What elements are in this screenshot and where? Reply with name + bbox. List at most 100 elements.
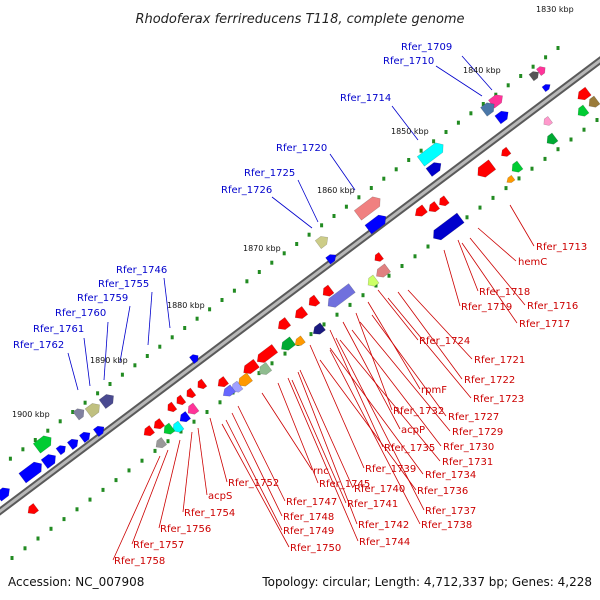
gene-label[interactable]: rnc (313, 466, 329, 477)
gene-label[interactable]: rpmF (421, 385, 447, 396)
gene-label[interactable]: Rfer_1758 (114, 556, 165, 567)
leader-line (377, 289, 419, 341)
gene-label[interactable]: Rfer_1741 (347, 499, 398, 510)
scale-tick (531, 64, 535, 69)
gene-label[interactable]: Rfer_1734 (425, 470, 476, 481)
gene-label[interactable]: acpS (208, 491, 232, 502)
leader-line (461, 242, 518, 324)
gene-label[interactable]: Rfer_1737 (425, 506, 476, 517)
gene-label[interactable]: Rfer_1723 (473, 394, 524, 405)
scale-tick (192, 419, 196, 424)
gene-label[interactable]: Rfer_1716 (527, 301, 578, 312)
gene-arrow (18, 461, 42, 484)
leader-line (329, 347, 424, 475)
gene-label[interactable]: Rfer_1749 (283, 526, 334, 537)
gene-label[interactable]: Rfer_1719 (461, 302, 512, 313)
scale-tick (469, 111, 473, 116)
gene-label[interactable]: Rfer_1739 (365, 464, 416, 475)
leader-line (329, 329, 384, 448)
genome-backbone (0, 56, 600, 516)
gene-label[interactable]: Rfer_1736 (417, 486, 468, 497)
gene-label[interactable]: Rfer_1732 (393, 406, 444, 417)
leader-line (103, 321, 109, 381)
scale-tick (283, 351, 287, 356)
gene-arrow (325, 254, 337, 265)
gene-label[interactable]: Rfer_1738 (421, 520, 472, 531)
scale-tick (407, 158, 411, 162)
gene-label[interactable]: Rfer_1727 (448, 412, 499, 423)
kbp-1860: 1860 kbp (317, 186, 355, 195)
gene-arrow (155, 437, 168, 449)
scale-tick (282, 251, 286, 256)
gene-arrow (480, 102, 495, 117)
gene-label[interactable]: Rfer_1725 (244, 168, 295, 179)
gene-label[interactable]: Rfer_1747 (286, 497, 337, 508)
gene-label[interactable]: Rfer_1754 (184, 508, 235, 519)
gene-arrow (376, 263, 391, 278)
leader-line (225, 419, 283, 531)
gene-arrow (364, 214, 387, 235)
gene-label[interactable]: Rfer_1744 (359, 537, 410, 548)
gene-label[interactable]: Rfer_1745 (319, 479, 370, 490)
gene-arrow (312, 322, 326, 335)
gene-label[interactable]: Rfer_1735 (384, 443, 435, 454)
scale-tick (387, 273, 391, 278)
gene-label[interactable]: Rfer_1717 (519, 319, 570, 330)
leader-line (271, 196, 313, 229)
gene-label[interactable]: Rfer_1722 (464, 375, 515, 386)
scale-tick (218, 400, 222, 405)
gene-label[interactable]: Rfer_1713 (536, 242, 587, 253)
leader-line (443, 249, 461, 307)
gene-label[interactable]: Rfer_1761 (33, 324, 84, 335)
gene-label[interactable]: Rfer_1740 (354, 484, 405, 495)
gene-label[interactable]: Rfer_1757 (133, 540, 184, 551)
gene-label[interactable]: Rfer_1742 (358, 520, 409, 531)
gene-label[interactable]: Rfer_1731 (442, 457, 493, 468)
bottom-gene-labels: Rfer_1713 hemC Rfer_1718 Rfer_1716 Rfer_… (114, 242, 587, 567)
gene-label[interactable]: Rfer_1750 (290, 543, 341, 554)
gene-label[interactable]: Rfer_1718 (479, 287, 530, 298)
scale-tick (374, 283, 378, 288)
gene-label[interactable]: acpP (401, 425, 425, 436)
scale-tick (382, 176, 386, 181)
scale-tick (71, 410, 75, 414)
gene-label[interactable]: Rfer_1724 (419, 336, 470, 347)
gene-arrow (92, 425, 105, 437)
gene-label[interactable]: Rfer_1759 (77, 293, 128, 304)
gene-label[interactable]: Rfer_1720 (276, 143, 327, 154)
gene-label[interactable]: Rfer_1760 (55, 308, 106, 319)
gene-label[interactable]: Rfer_1730 (443, 442, 494, 453)
scale-tick (595, 118, 599, 122)
leader-line (83, 337, 91, 387)
leader-line (309, 344, 365, 469)
gene-arrow (238, 372, 253, 387)
scale-tick (361, 293, 365, 298)
gene-label[interactable]: Rfer_1748 (283, 512, 334, 523)
scale-tick (419, 148, 423, 153)
scale-tick (232, 288, 236, 293)
gene-label[interactable]: Rfer_1709 (401, 42, 452, 53)
gene-label[interactable]: Rfer_1721 (474, 355, 525, 366)
scale-tick (481, 102, 485, 106)
gene-label[interactable]: Rfer_1714 (340, 93, 391, 104)
scale-tick (88, 497, 92, 502)
leader-line (67, 352, 79, 391)
gene-label[interactable]: Rfer_1746 (116, 265, 167, 276)
scale-tick (170, 335, 174, 340)
gene-label[interactable]: hemC (518, 257, 547, 268)
scale-tick (295, 242, 299, 246)
gene-arrow (543, 116, 553, 126)
gene-label[interactable]: Rfer_1752 (228, 478, 279, 489)
gene-arrow (222, 384, 236, 397)
gene-label[interactable]: Rfer_1710 (383, 56, 434, 67)
scale-tick (8, 456, 12, 461)
gene-label[interactable]: Rfer_1726 (221, 185, 272, 196)
gene-label[interactable]: Rfer_1755 (98, 279, 149, 290)
gene-label[interactable]: Rfer_1756 (160, 524, 211, 535)
leader-line (435, 65, 483, 97)
scale-tick (245, 279, 249, 284)
leader-line (231, 412, 283, 517)
leader-line (397, 291, 463, 380)
gene-label[interactable]: Rfer_1762 (13, 340, 64, 351)
gene-label[interactable]: Rfer_1729 (452, 427, 503, 438)
